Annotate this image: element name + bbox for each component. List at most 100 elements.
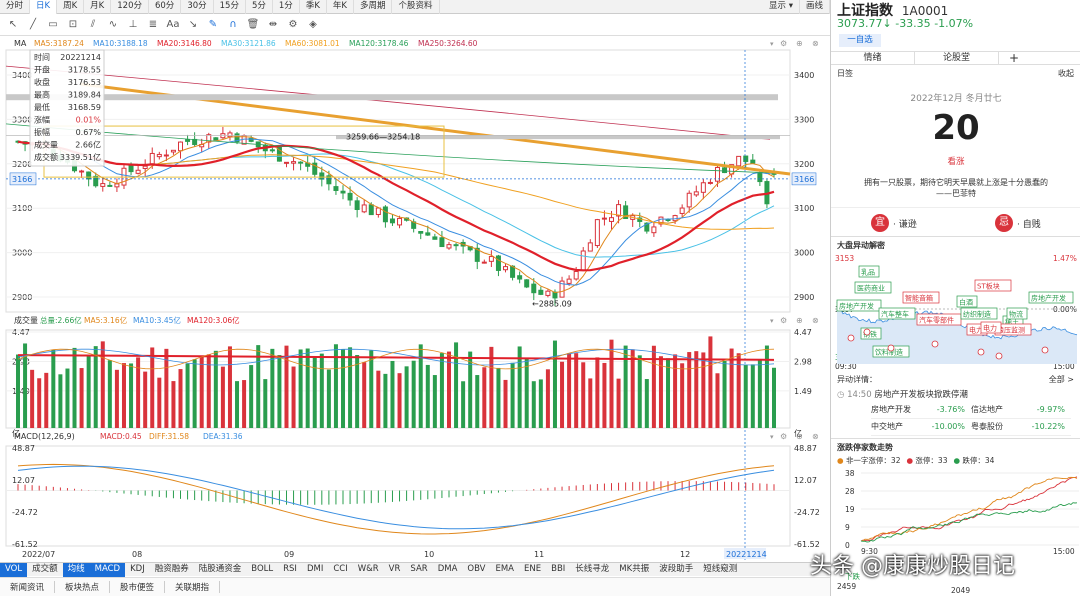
anomaly-tag: 汽车整车	[881, 310, 909, 319]
text-tool-icon[interactable]: Aa	[166, 18, 180, 30]
rect-tool-icon[interactable]: ▭	[48, 18, 58, 30]
indicator-tab[interactable]: CCI	[333, 564, 348, 574]
indicator-tab[interactable]: RSI	[283, 564, 297, 574]
period-tab[interactable]: 季K	[300, 0, 327, 14]
volume-bar	[489, 346, 494, 428]
indicator-tab[interactable]: 陆股通资金	[198, 564, 242, 574]
indicator-tab[interactable]: OBV	[467, 564, 486, 574]
tab-forum[interactable]: 论股堂	[915, 52, 999, 64]
panel-border	[5, 445, 791, 547]
candle-body	[644, 222, 650, 232]
candle-body	[658, 216, 664, 225]
period-tab[interactable]: 60分	[149, 0, 182, 14]
period-tab[interactable]: 年K	[327, 0, 354, 14]
news-tab[interactable]: 板块热点	[55, 581, 111, 593]
info-value: 3168.59	[68, 103, 101, 112]
period-tab[interactable]: 月K	[84, 0, 112, 14]
detail-name: 中交地产	[871, 422, 903, 431]
volume-bar	[454, 342, 459, 428]
indicator-tab[interactable]: EMA	[495, 564, 514, 574]
crosshair-label: 3166	[12, 175, 32, 184]
indicator-tab[interactable]: DMI	[306, 564, 324, 574]
settings-icon[interactable]: ⚙	[288, 18, 298, 30]
wave-tool-icon[interactable]: ∿	[108, 18, 118, 30]
volume-bar	[446, 351, 451, 428]
period-tab[interactable]: 日K	[30, 0, 58, 14]
indicator-tab[interactable]: 长线寻龙	[575, 564, 610, 574]
anomaly-tag-box	[878, 307, 916, 320]
collapse-button[interactable]: 收起	[1058, 69, 1074, 78]
indicator-tab[interactable]: MACD	[89, 563, 126, 577]
add-watchlist-button[interactable]: 一自选	[839, 34, 881, 47]
indicator-tab[interactable]: BOLL	[251, 564, 274, 574]
indicator-tab[interactable]: 融资融券	[154, 564, 189, 574]
pen-icon[interactable]: ✎	[208, 18, 218, 30]
chart-area[interactable]: MA MA5:3187.24 MA10:3188.18 MA20:3146.80 MA3…	[0, 36, 830, 562]
fib-tool-icon[interactable]: ≣	[148, 18, 158, 30]
indicator-tab[interactable]: 短线窥测	[703, 564, 738, 574]
arrow-tool-icon[interactable]: ↘	[188, 18, 198, 30]
candle-body	[79, 170, 85, 173]
indicator-tab[interactable]: W&R	[357, 564, 379, 574]
volume-bar	[213, 350, 218, 428]
indicator-tab[interactable]: ENE	[524, 564, 542, 574]
period-tab[interactable]: 1分	[273, 0, 300, 14]
measure-tool-icon[interactable]: ⊥	[128, 18, 138, 30]
cursor-icon[interactable]: ↖	[8, 18, 18, 30]
period-tab[interactable]: 15分	[214, 0, 246, 14]
indicator-tab[interactable]: SAR	[410, 564, 428, 574]
period-tab[interactable]: 5分	[246, 0, 273, 14]
indicator-tab[interactable]: MK共振	[619, 564, 650, 574]
period-tab[interactable]: 30分	[181, 0, 214, 14]
legend-item: DEA:31.36	[203, 432, 243, 441]
indicator-tab[interactable]: VR	[388, 564, 401, 574]
indicator-tab[interactable]: 成交额	[32, 564, 58, 574]
candle-body	[573, 271, 579, 280]
volume-bar	[694, 351, 699, 428]
layers-icon[interactable]: ◈	[309, 18, 317, 30]
tab-sentiment[interactable]: 情绪	[831, 52, 915, 64]
volume-bar	[86, 355, 91, 428]
line-tool-icon[interactable]: ╱	[29, 18, 37, 30]
period-tab[interactable]: 分时	[0, 0, 31, 14]
add-tab-button[interactable]: +	[1008, 51, 1020, 65]
volume-bar	[687, 352, 692, 428]
period-tab[interactable]: 个股资料	[392, 0, 440, 14]
trash-icon[interactable]: 🗑	[246, 18, 260, 30]
anomaly-chart[interactable]: 31531.47%31070.00%3062-1.47%09:3015:00乳品…	[831, 252, 1080, 370]
indicator-tab[interactable]: 均线	[62, 563, 90, 577]
indicator-tab[interactable]: VOL	[0, 563, 28, 577]
volume-bar	[58, 374, 63, 428]
indicator-tab[interactable]: KDJ	[130, 564, 145, 574]
limit-tick: 28	[845, 487, 855, 496]
indicator-tab[interactable]: 波段助手	[659, 564, 694, 574]
display-menu[interactable]: 显示 ▾	[763, 0, 800, 14]
magnet-icon[interactable]: ∩	[229, 18, 237, 30]
volume-bar	[100, 341, 105, 428]
volume-bar	[736, 353, 741, 428]
crop-tool-icon[interactable]: ⊡	[68, 18, 78, 30]
candle-body	[375, 207, 381, 216]
news-tab[interactable]: 股市便签	[110, 581, 166, 593]
period-tab[interactable]: 多周期	[354, 0, 393, 14]
period-tab[interactable]: 120分	[111, 0, 149, 14]
legend-label: MA	[14, 39, 27, 48]
detail-all-link[interactable]: 全部 >	[1048, 375, 1074, 384]
news-tab[interactable]: 关联期指	[165, 581, 221, 593]
volume-bar	[44, 372, 49, 428]
candle-body	[566, 278, 572, 284]
vol-ma5-line	[17, 348, 775, 370]
zoom-icon: ⊕	[796, 316, 803, 325]
move-icon[interactable]: ⇹	[268, 18, 278, 30]
indicator-tab[interactable]: DMA	[437, 564, 458, 574]
indicator-tab[interactable]: BBI	[551, 564, 566, 574]
volume-bar	[418, 344, 423, 428]
detail-row[interactable]: 房地产开发 -3.76% 信达地产 -9.97%	[871, 402, 1071, 419]
draw-menu[interactable]: 画线	[800, 0, 830, 14]
news-tab[interactable]: 新闻资讯	[0, 581, 56, 593]
parallel-tool-icon[interactable]: ⫽	[90, 18, 96, 30]
period-tab[interactable]: 周K	[57, 0, 85, 14]
detail-row[interactable]: 中交地产 -10.00% 粤泰股份 -10.22%	[871, 419, 1071, 436]
volume-bar	[93, 346, 98, 428]
